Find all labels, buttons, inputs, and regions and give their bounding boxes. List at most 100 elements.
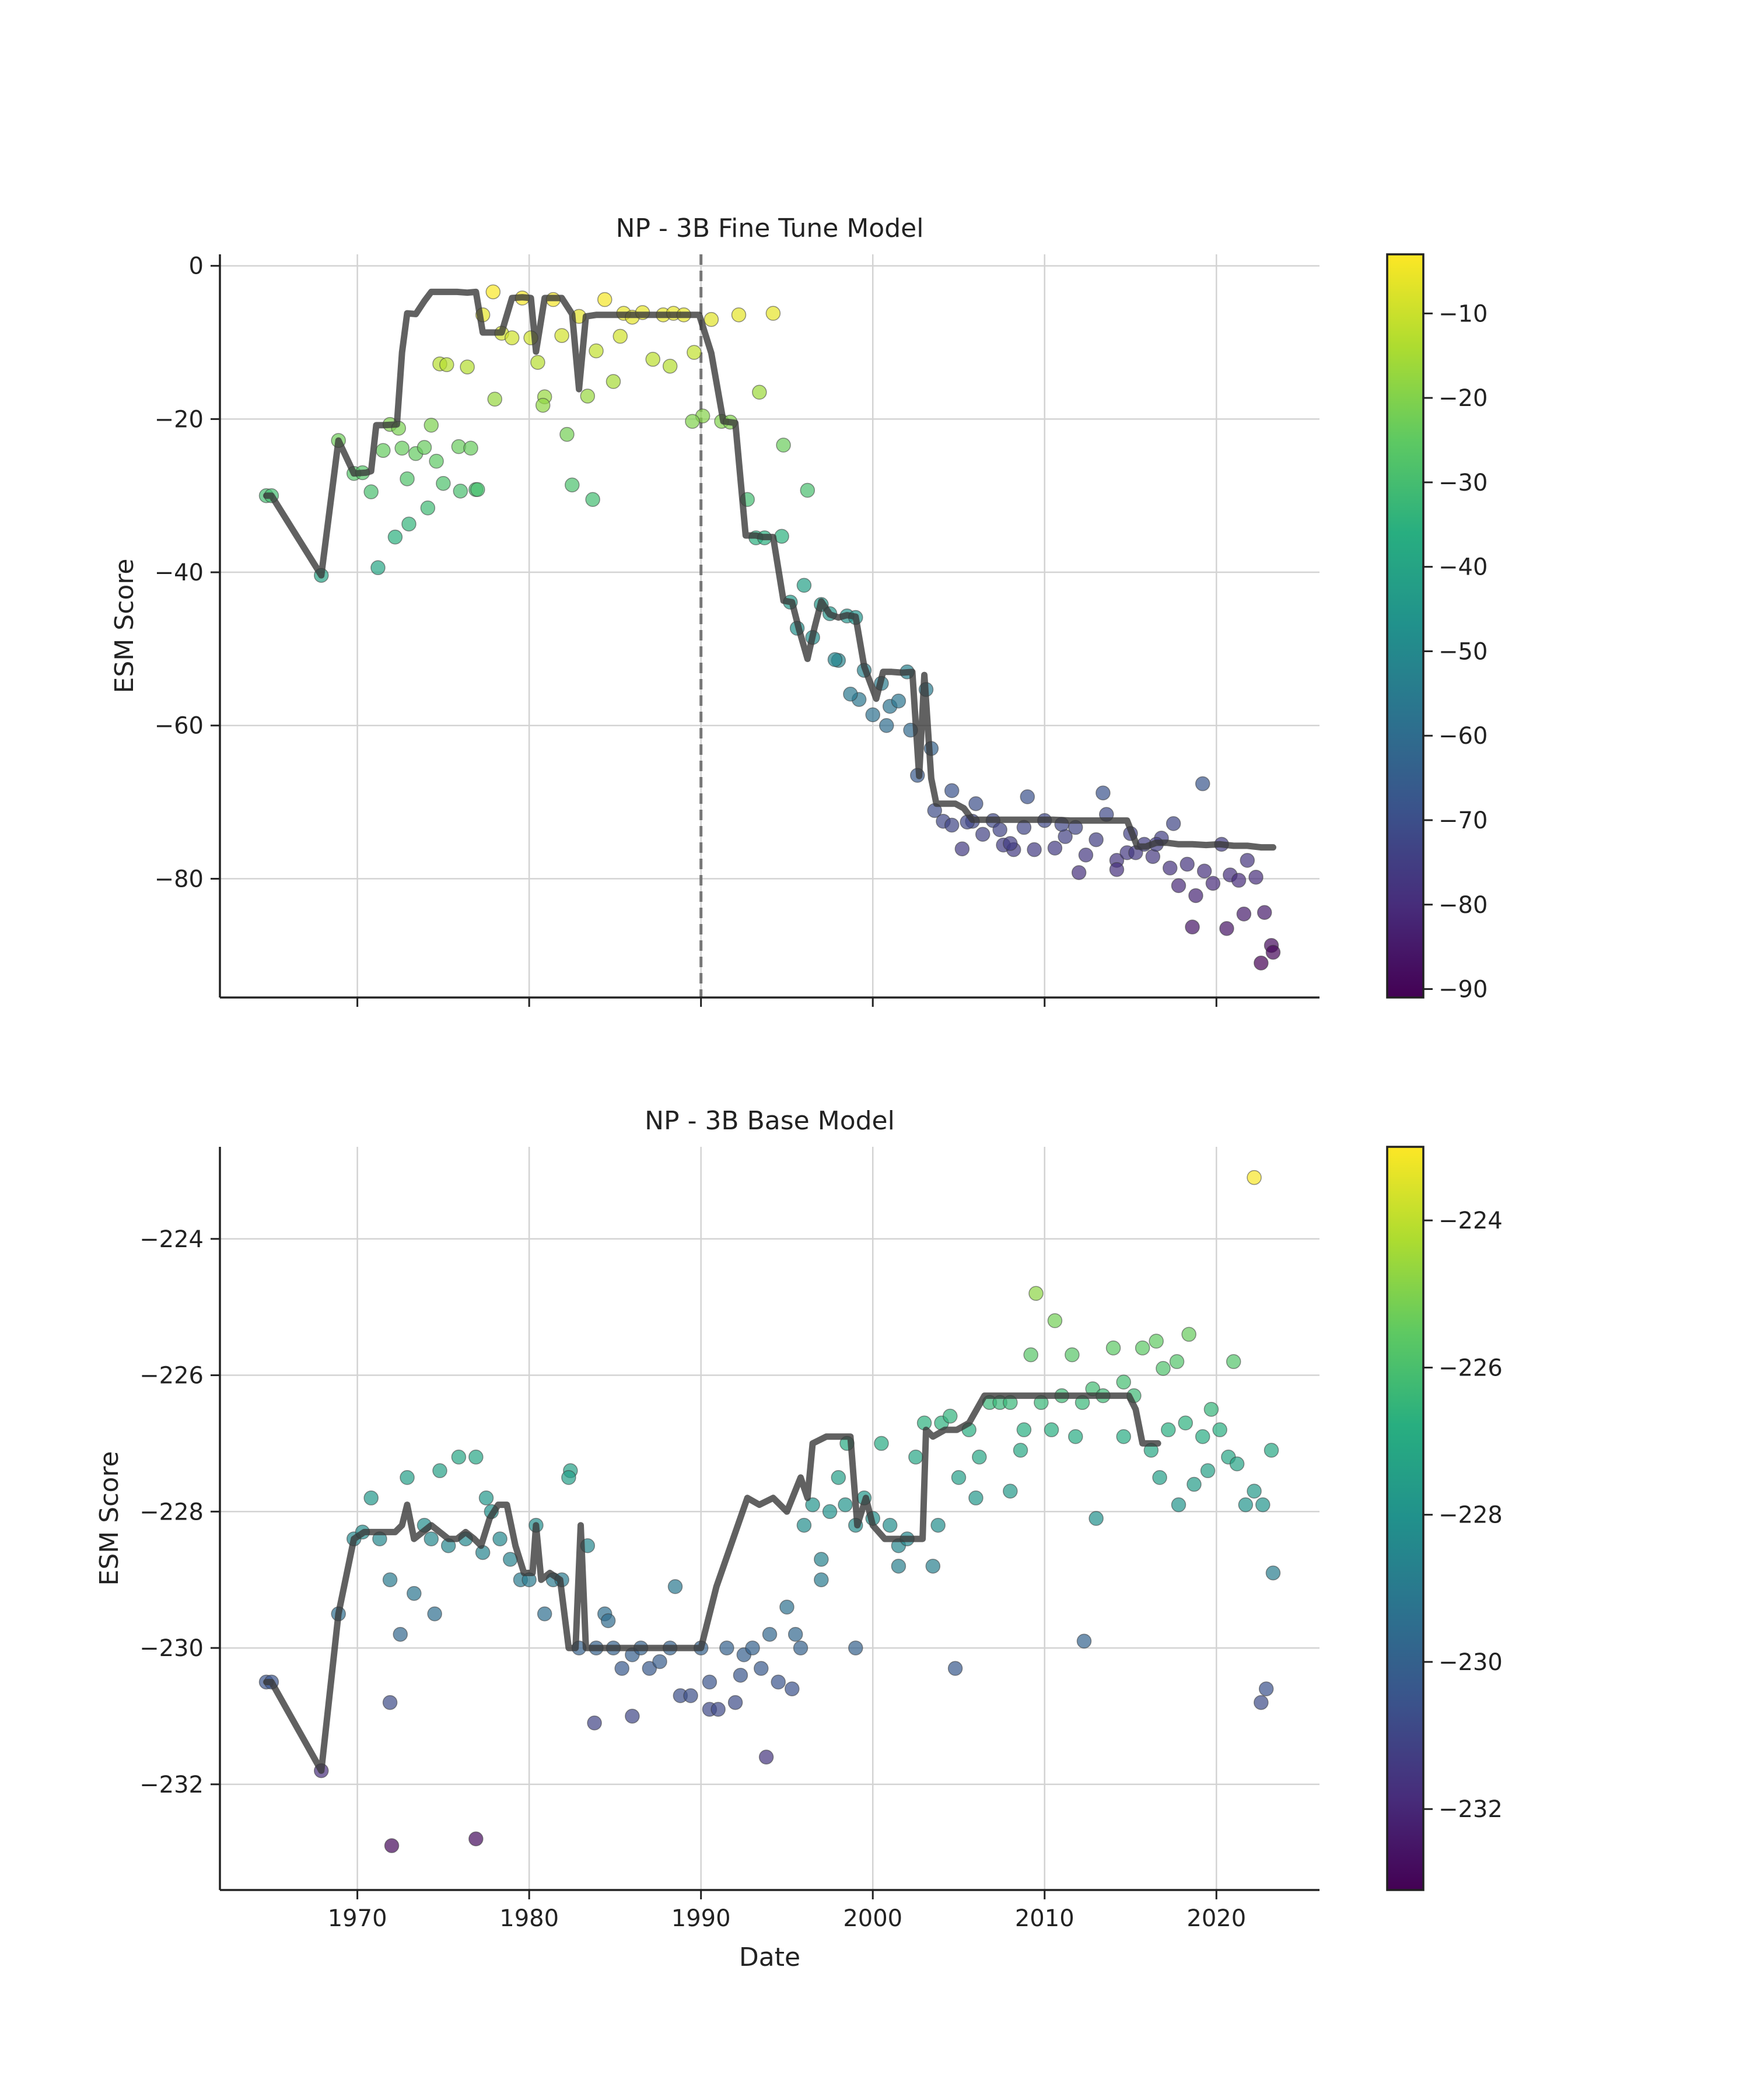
- base-y-tick-label: −224: [139, 1226, 204, 1253]
- base-data-point: [1178, 1415, 1194, 1431]
- fine-tune-colorbar-tick-label: −40: [1438, 554, 1488, 581]
- fine-tune-data-point: [879, 718, 894, 733]
- base-data-point: [874, 1436, 889, 1451]
- base-data-point: [432, 1463, 447, 1478]
- fine-tune-data-point: [420, 500, 436, 516]
- base-data-point: [363, 1490, 379, 1506]
- base-data-point: [754, 1661, 769, 1676]
- base-data-point: [393, 1626, 408, 1642]
- base-axes-spines: [219, 1147, 1320, 1891]
- fine-tune-data-point: [843, 687, 858, 702]
- base-data-point: [537, 1606, 552, 1622]
- base-data-point: [805, 1497, 820, 1513]
- fine-tune-data-point: [1088, 832, 1104, 848]
- base-y-axis-label: ESM Score: [94, 1451, 124, 1586]
- fine-tune-axes-spines: [219, 254, 1320, 999]
- base-data-point: [838, 1497, 853, 1513]
- fine-tune-trend-line: [263, 288, 1276, 851]
- fine-tune-data-point: [1166, 816, 1181, 831]
- fine-tune-data-point: [687, 345, 702, 360]
- fine-tune-data-point: [363, 484, 379, 499]
- fine-tune-colorbar-tick-label: −60: [1438, 723, 1488, 750]
- base-data-point: [492, 1531, 508, 1546]
- fine-tune-data-point: [1145, 849, 1161, 864]
- base-colorbar-tick-label: −230: [1438, 1649, 1503, 1676]
- fine-tune-y-tick-label: −20: [155, 406, 204, 433]
- fine-tune-data-point: [429, 453, 444, 469]
- base-data-point: [1016, 1422, 1032, 1437]
- base-panel: 1970 1980 1990 2000 2010 2020 −224 −226 −228 −23…: [94, 1106, 1503, 1972]
- base-x-axis-label: Date: [739, 1943, 800, 1972]
- fine-tune-data-point: [944, 783, 960, 799]
- fine-tune-colorbar: −10 −20 −30 −40 −50 −60 −70 −80 −90: [1386, 253, 1488, 1003]
- fine-tune-data-point: [1254, 956, 1269, 971]
- fine-tune-data-point: [1027, 842, 1042, 858]
- fine-tune-y-tick-label: 0: [189, 253, 204, 280]
- base-data-point: [1047, 1313, 1063, 1328]
- base-data-point: [587, 1715, 602, 1731]
- fine-tune-data-point: [975, 827, 991, 842]
- fine-tune-colorbar-tick-label: −70: [1438, 807, 1488, 834]
- base-data-point: [762, 1626, 778, 1642]
- base-colorbar-gradient: [1386, 1146, 1424, 1891]
- base-x-tick-label: 1980: [499, 1905, 559, 1932]
- fine-tune-data-point: [1188, 888, 1203, 904]
- base-data-point: [1023, 1347, 1038, 1363]
- base-data-point: [561, 1470, 576, 1485]
- base-data-point: [1265, 1565, 1281, 1581]
- base-data-point: [427, 1606, 442, 1622]
- base-data-point: [1264, 1443, 1279, 1458]
- fine-tune-data-point: [752, 384, 767, 400]
- base-data-point: [882, 1517, 898, 1533]
- base-data-point: [1195, 1429, 1210, 1444]
- base-data-point: [382, 1695, 398, 1710]
- base-data-point: [1135, 1340, 1150, 1356]
- fine-tune-data-point: [565, 477, 580, 493]
- base-data-point: [1105, 1340, 1121, 1356]
- fine-tune-x-ticks: [356, 998, 1217, 1007]
- fine-tune-data-point: [436, 475, 451, 491]
- base-data-point: [614, 1661, 629, 1676]
- fine-tune-data-point: [1003, 836, 1018, 851]
- base-data-point: [702, 1674, 718, 1690]
- fine-tune-data-point: [1180, 856, 1195, 872]
- base-data-point: [1169, 1354, 1185, 1369]
- fine-tune-data-point: [485, 284, 501, 300]
- base-data-point: [793, 1640, 808, 1656]
- base-data-point: [1255, 1497, 1270, 1513]
- base-data-point: [1013, 1443, 1028, 1458]
- base-data-point: [788, 1626, 803, 1642]
- fine-tune-colorbar-tick-label: −80: [1438, 892, 1488, 919]
- fine-tune-data-point: [535, 397, 551, 413]
- fine-tune-data-point: [765, 306, 781, 321]
- base-y-tick-label: −226: [139, 1363, 204, 1390]
- base-data-point: [1152, 1470, 1167, 1485]
- fine-tune-data-point: [645, 352, 660, 367]
- base-data-point: [1149, 1334, 1164, 1349]
- base-colorbar: −224 −226 −228 −230 −232: [1386, 1146, 1503, 1891]
- fine-tune-y-tick-label: −60: [155, 713, 204, 740]
- base-x-tick-label: 1990: [671, 1905, 731, 1932]
- base-data-point: [1186, 1476, 1202, 1492]
- base-data-point: [947, 1661, 963, 1676]
- fine-tune-data-point: [1257, 905, 1272, 920]
- base-data-point: [771, 1674, 786, 1690]
- base-colorbar-tick-label: −228: [1438, 1502, 1503, 1529]
- fine-tune-data-point: [1020, 789, 1035, 804]
- base-data-point: [1229, 1456, 1245, 1472]
- base-data-point: [951, 1470, 967, 1485]
- base-data-point: [1181, 1326, 1196, 1342]
- base-data-point: [1200, 1463, 1216, 1478]
- base-data-point: [451, 1450, 467, 1465]
- fine-tune-data-point: [439, 357, 454, 372]
- fine-tune-data-point: [463, 440, 478, 456]
- fine-tune-y-axis-label: ESM Score: [110, 559, 139, 694]
- fine-tune-colorbar-tick-label: −10: [1438, 300, 1488, 327]
- fine-tune-data-point: [827, 652, 843, 667]
- fine-tune-colorbar-tick-label: −30: [1438, 470, 1488, 496]
- base-data-point: [733, 1668, 748, 1683]
- base-data-point: [1254, 1695, 1269, 1710]
- base-data-point: [814, 1552, 829, 1567]
- fine-tune-data-point: [1265, 944, 1281, 960]
